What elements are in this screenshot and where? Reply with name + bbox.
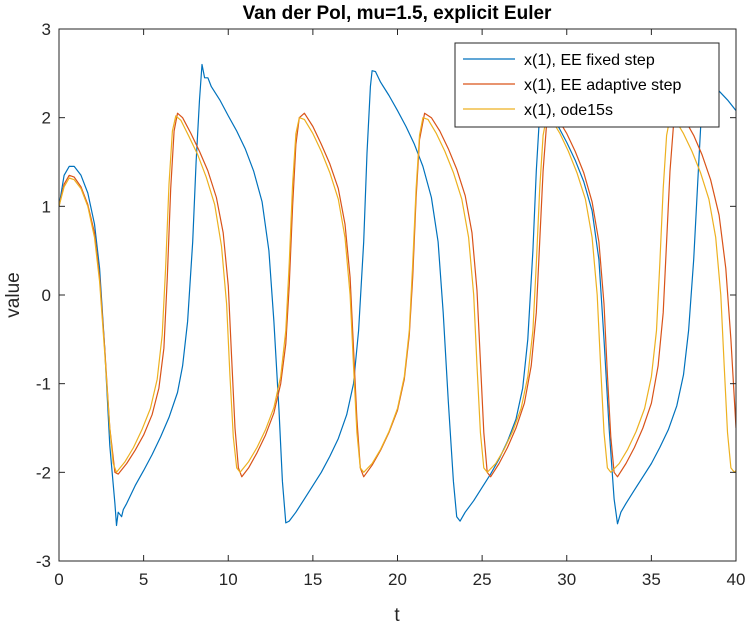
x-tick-label: 35 xyxy=(642,570,661,589)
x-axis-label: t xyxy=(394,605,400,626)
y-tick-label: 1 xyxy=(42,197,51,216)
legend: x(1), EE fixed step x(1), EE adaptive ste… xyxy=(454,42,720,128)
series-line-1 xyxy=(59,63,736,527)
y-tick-label: 0 xyxy=(42,286,51,305)
x-tick-label: 0 xyxy=(54,570,63,589)
series-line-3 xyxy=(59,115,736,473)
y-tick-label: 2 xyxy=(42,109,51,128)
x-tick-label: 15 xyxy=(303,570,322,589)
y-tick-label: -3 xyxy=(36,552,51,571)
x-tick-label: 25 xyxy=(473,570,492,589)
y-tick-label: 3 xyxy=(42,20,51,39)
x-tick-label: 40 xyxy=(727,570,746,589)
x-tick-label: 20 xyxy=(388,570,407,589)
legend-box xyxy=(454,42,720,128)
x-tick-label: 10 xyxy=(219,570,238,589)
x-tick-label: 30 xyxy=(557,570,576,589)
legend-label-1: x(1), EE fixed step xyxy=(524,52,655,69)
x-tick-label: 5 xyxy=(139,570,148,589)
y-axis-label: value xyxy=(3,272,24,317)
legend-label-2: x(1), EE adaptive step xyxy=(524,77,682,94)
y-tick-label: -1 xyxy=(36,375,51,394)
series-layer xyxy=(59,63,736,527)
ticks-layer: 0 5 10 15 20 25 30 35 40 -3 -2 -1 0 1 2 3 xyxy=(36,20,746,589)
chart-title: Van der Pol, mu=1.5, explicit Euler xyxy=(243,3,552,24)
y-tick-label: -2 xyxy=(36,463,51,482)
legend-label-3: x(1), ode15s xyxy=(524,102,613,119)
